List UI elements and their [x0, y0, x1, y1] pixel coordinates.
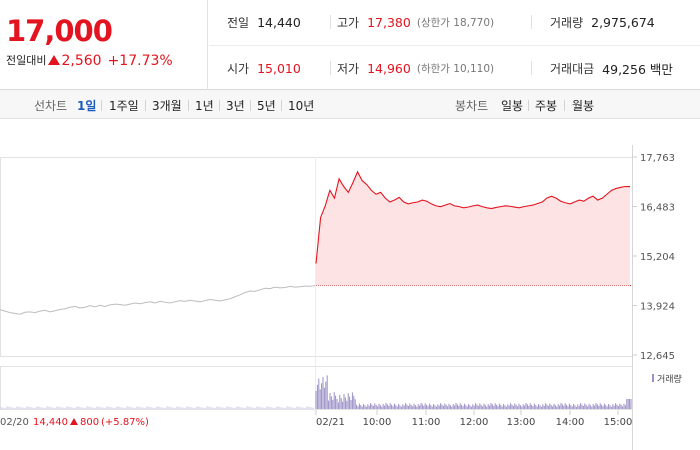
stat-value: 15,010 [257, 60, 301, 76]
y-tick-label: 15,204 [640, 252, 675, 263]
price-area-fill [316, 171, 630, 286]
stats-panel: 전일 14,440 고가 17,380 (상한가 18,770) 거래량 2,9… [209, 0, 700, 90]
x-tick-label: 12:00 [460, 417, 489, 428]
divider [145, 100, 146, 111]
line-chart-label: 선차트 [34, 99, 68, 113]
stat-value: 17,380 [367, 14, 411, 30]
prev-day-date: 02/20 [0, 417, 29, 428]
stat-value: 14,440 [257, 14, 301, 30]
stat-label: 전일 [227, 15, 250, 30]
prev-day-close: 14,440 [33, 417, 68, 428]
change-label: 전일대비 [6, 54, 47, 67]
divider [330, 15, 331, 29]
tab-3m[interactable]: 3개월 [152, 99, 182, 113]
prev-day-line [0, 285, 316, 315]
y-tick-label: 17,763 [640, 153, 675, 164]
divider [531, 61, 532, 75]
stat-volume: 거래량 2,975,674 [550, 0, 655, 44]
upper-limit: (상한가 18,770) [416, 16, 495, 29]
current-price: 17,000 [6, 14, 113, 48]
divider [330, 61, 331, 75]
divider [528, 100, 529, 111]
stat-prev-close: 전일 14,440 [227, 0, 301, 44]
tab-1w[interactable]: 1주일 [109, 99, 139, 113]
y-tick-label: 12,645 [640, 351, 675, 362]
y-tick-label: 13,924 [640, 302, 675, 313]
change-row: 전일대비 2,560 +17.73% [6, 52, 173, 69]
tab-daily[interactable]: 일봉 [501, 99, 524, 113]
price-chart[interactable]: 17,763 16,483 15,204 13,924 12,645 02/21 10:0… [0, 119, 700, 450]
tab-1y[interactable]: 1년 [195, 99, 214, 113]
change-percent: +17.73% [107, 53, 173, 69]
up-arrow-icon [48, 55, 61, 65]
divider [531, 15, 532, 29]
up-arrow-icon [70, 418, 78, 425]
divider [564, 100, 565, 111]
x-tick-label: 15:00 [604, 417, 633, 428]
tab-weekly[interactable]: 주봉 [535, 99, 558, 113]
prev-day-pct: (+5.87%) [101, 417, 149, 428]
chart-period-bar: 선차트 1일 1주일 3개월 1년 3년 5년 10년 봉차트 일봉 주봉 월봉 [0, 90, 700, 119]
x-tick-label: 11:00 [412, 417, 441, 428]
prev-day-change: 800 [80, 417, 99, 428]
stat-label: 거래량 [550, 15, 584, 30]
x-tick-label: 02/21 [316, 417, 345, 428]
y-tick-label: 16,483 [640, 203, 675, 214]
quote-header: 17,000 전일대비 2,560 +17.73% 전일 14,440 고가 17,… [0, 0, 700, 90]
stat-value: 49,256 백만 [602, 61, 673, 77]
stat-label: 고가 [337, 15, 360, 30]
lower-limit: (하한가 10,110) [416, 62, 495, 75]
stat-label: 저가 [337, 61, 360, 76]
price-box: 17,000 전일대비 2,560 +17.73% [0, 0, 208, 90]
divider [101, 100, 102, 111]
stat-label: 시가 [227, 61, 250, 76]
divider [188, 100, 189, 111]
x-tick-label: 14:00 [556, 417, 585, 428]
tab-5y[interactable]: 5년 [257, 99, 276, 113]
x-tick-label: 13:00 [507, 417, 536, 428]
stat-label: 거래대금 [550, 61, 595, 76]
tab-3y[interactable]: 3년 [226, 99, 245, 113]
candle-chart-label: 봉차트 [455, 99, 489, 113]
change-value: 2,560 [61, 53, 102, 69]
stat-open: 시가 15,010 [227, 46, 301, 90]
divider [250, 100, 251, 111]
row-divider [209, 45, 700, 46]
stat-value: 14,960 [367, 60, 411, 76]
tab-1d[interactable]: 1일 [77, 99, 97, 113]
divider [281, 100, 282, 111]
stat-value: 2,975,674 [591, 14, 655, 30]
price-line [315, 170, 630, 264]
volume-legend: 거래량 [657, 373, 682, 385]
volume-legend-swatch [652, 374, 654, 382]
tab-monthly[interactable]: 월봉 [572, 99, 595, 113]
stat-amount: 거래대금 49,256 백만 [550, 46, 673, 90]
x-tick-label: 10:00 [363, 417, 392, 428]
tab-10y[interactable]: 10년 [288, 99, 315, 113]
divider [219, 100, 220, 111]
stat-low: 저가 14,960 (하한가 10,110) [337, 46, 494, 90]
stat-high: 고가 17,380 (상한가 18,770) [337, 0, 494, 44]
